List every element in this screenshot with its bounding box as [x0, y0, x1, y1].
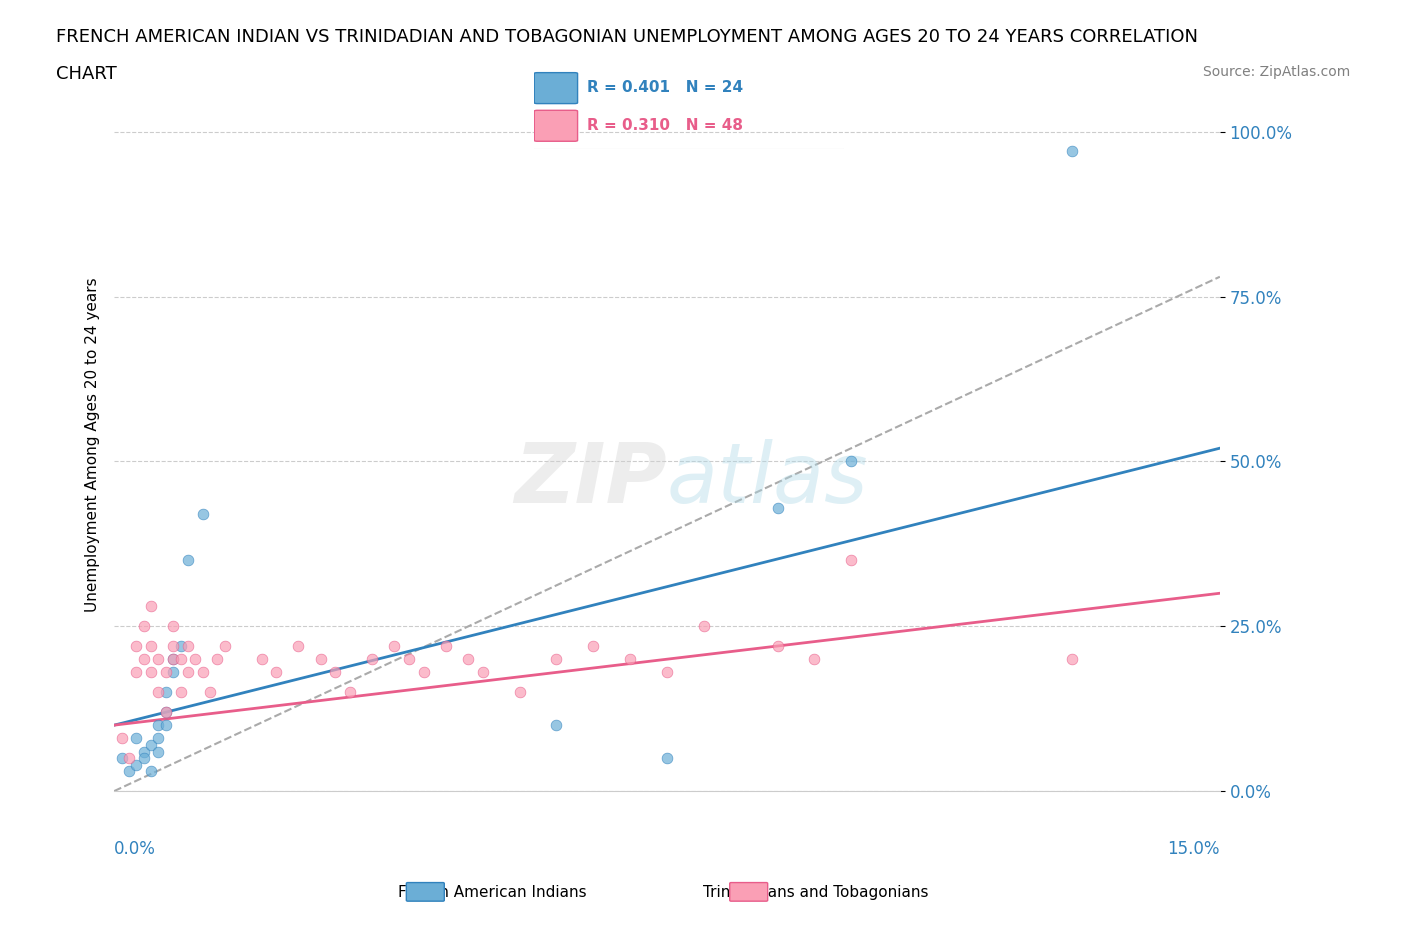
Point: [546, 718, 568, 733]
Point: [162, 652, 184, 667]
Point: [139, 665, 162, 680]
Point: [619, 652, 641, 667]
Point: [132, 652, 155, 667]
Text: ZIP: ZIP: [515, 439, 666, 520]
Point: [139, 737, 162, 752]
Point: [125, 665, 148, 680]
Point: [125, 757, 148, 772]
FancyBboxPatch shape: [534, 73, 578, 103]
Text: CHART: CHART: [56, 65, 117, 83]
Point: [139, 599, 162, 614]
Point: [546, 652, 568, 667]
Point: [582, 639, 605, 654]
Point: [110, 751, 132, 765]
Point: [177, 665, 200, 680]
Point: [766, 500, 789, 515]
Point: [118, 764, 141, 778]
Point: [162, 639, 184, 654]
Point: [132, 751, 155, 765]
Point: [309, 652, 332, 667]
Point: [412, 665, 434, 680]
Point: [207, 652, 229, 667]
Point: [509, 684, 531, 699]
Point: [655, 665, 678, 680]
Y-axis label: Unemployment Among Ages 20 to 24 years: Unemployment Among Ages 20 to 24 years: [86, 277, 100, 612]
Point: [162, 665, 184, 680]
Point: [766, 639, 789, 654]
Point: [398, 652, 420, 667]
Point: [148, 718, 170, 733]
Point: [155, 718, 177, 733]
Text: atlas: atlas: [666, 439, 869, 520]
Point: [110, 731, 132, 746]
Point: [148, 731, 170, 746]
Point: [162, 652, 184, 667]
Point: [155, 665, 177, 680]
Point: [471, 665, 494, 680]
Point: [148, 684, 170, 699]
Point: [139, 639, 162, 654]
Point: [287, 639, 309, 654]
Point: [839, 552, 862, 567]
Point: [184, 652, 207, 667]
Text: FRENCH AMERICAN INDIAN VS TRINIDADIAN AND TOBAGONIAN UNEMPLOYMENT AMONG AGES 20 : FRENCH AMERICAN INDIAN VS TRINIDADIAN AN…: [56, 28, 1198, 46]
Point: [132, 744, 155, 759]
Point: [162, 618, 184, 633]
Text: 15.0%: 15.0%: [1167, 840, 1220, 857]
FancyBboxPatch shape: [534, 111, 578, 141]
Text: 0.0%: 0.0%: [114, 840, 156, 857]
Point: [139, 764, 162, 778]
Point: [803, 652, 825, 667]
Point: [191, 507, 214, 522]
Point: [155, 705, 177, 720]
Point: [214, 639, 236, 654]
Point: [148, 652, 170, 667]
Point: [169, 652, 191, 667]
Point: [250, 652, 273, 667]
Point: [198, 684, 221, 699]
Text: Source: ZipAtlas.com: Source: ZipAtlas.com: [1202, 65, 1350, 79]
Text: Trinidadians and Tobagonians: Trinidadians and Tobagonians: [703, 885, 928, 900]
Point: [191, 665, 214, 680]
Point: [323, 665, 346, 680]
Text: R = 0.310   N = 48: R = 0.310 N = 48: [586, 118, 742, 133]
Text: R = 0.401   N = 24: R = 0.401 N = 24: [586, 80, 742, 95]
Point: [1062, 144, 1084, 159]
Point: [177, 552, 200, 567]
Point: [177, 639, 200, 654]
Point: [382, 639, 405, 654]
Point: [125, 639, 148, 654]
Point: [155, 705, 177, 720]
Point: [125, 731, 148, 746]
Point: [1062, 652, 1084, 667]
Point: [132, 618, 155, 633]
Point: [169, 639, 191, 654]
Point: [457, 652, 479, 667]
Point: [155, 684, 177, 699]
Point: [839, 454, 862, 469]
Point: [361, 652, 384, 667]
Text: French American Indians: French American Indians: [398, 885, 586, 900]
Point: [434, 639, 457, 654]
Point: [655, 751, 678, 765]
Point: [266, 665, 288, 680]
Point: [148, 744, 170, 759]
Point: [339, 684, 361, 699]
Point: [693, 618, 716, 633]
Point: [169, 684, 191, 699]
Point: [118, 751, 141, 765]
